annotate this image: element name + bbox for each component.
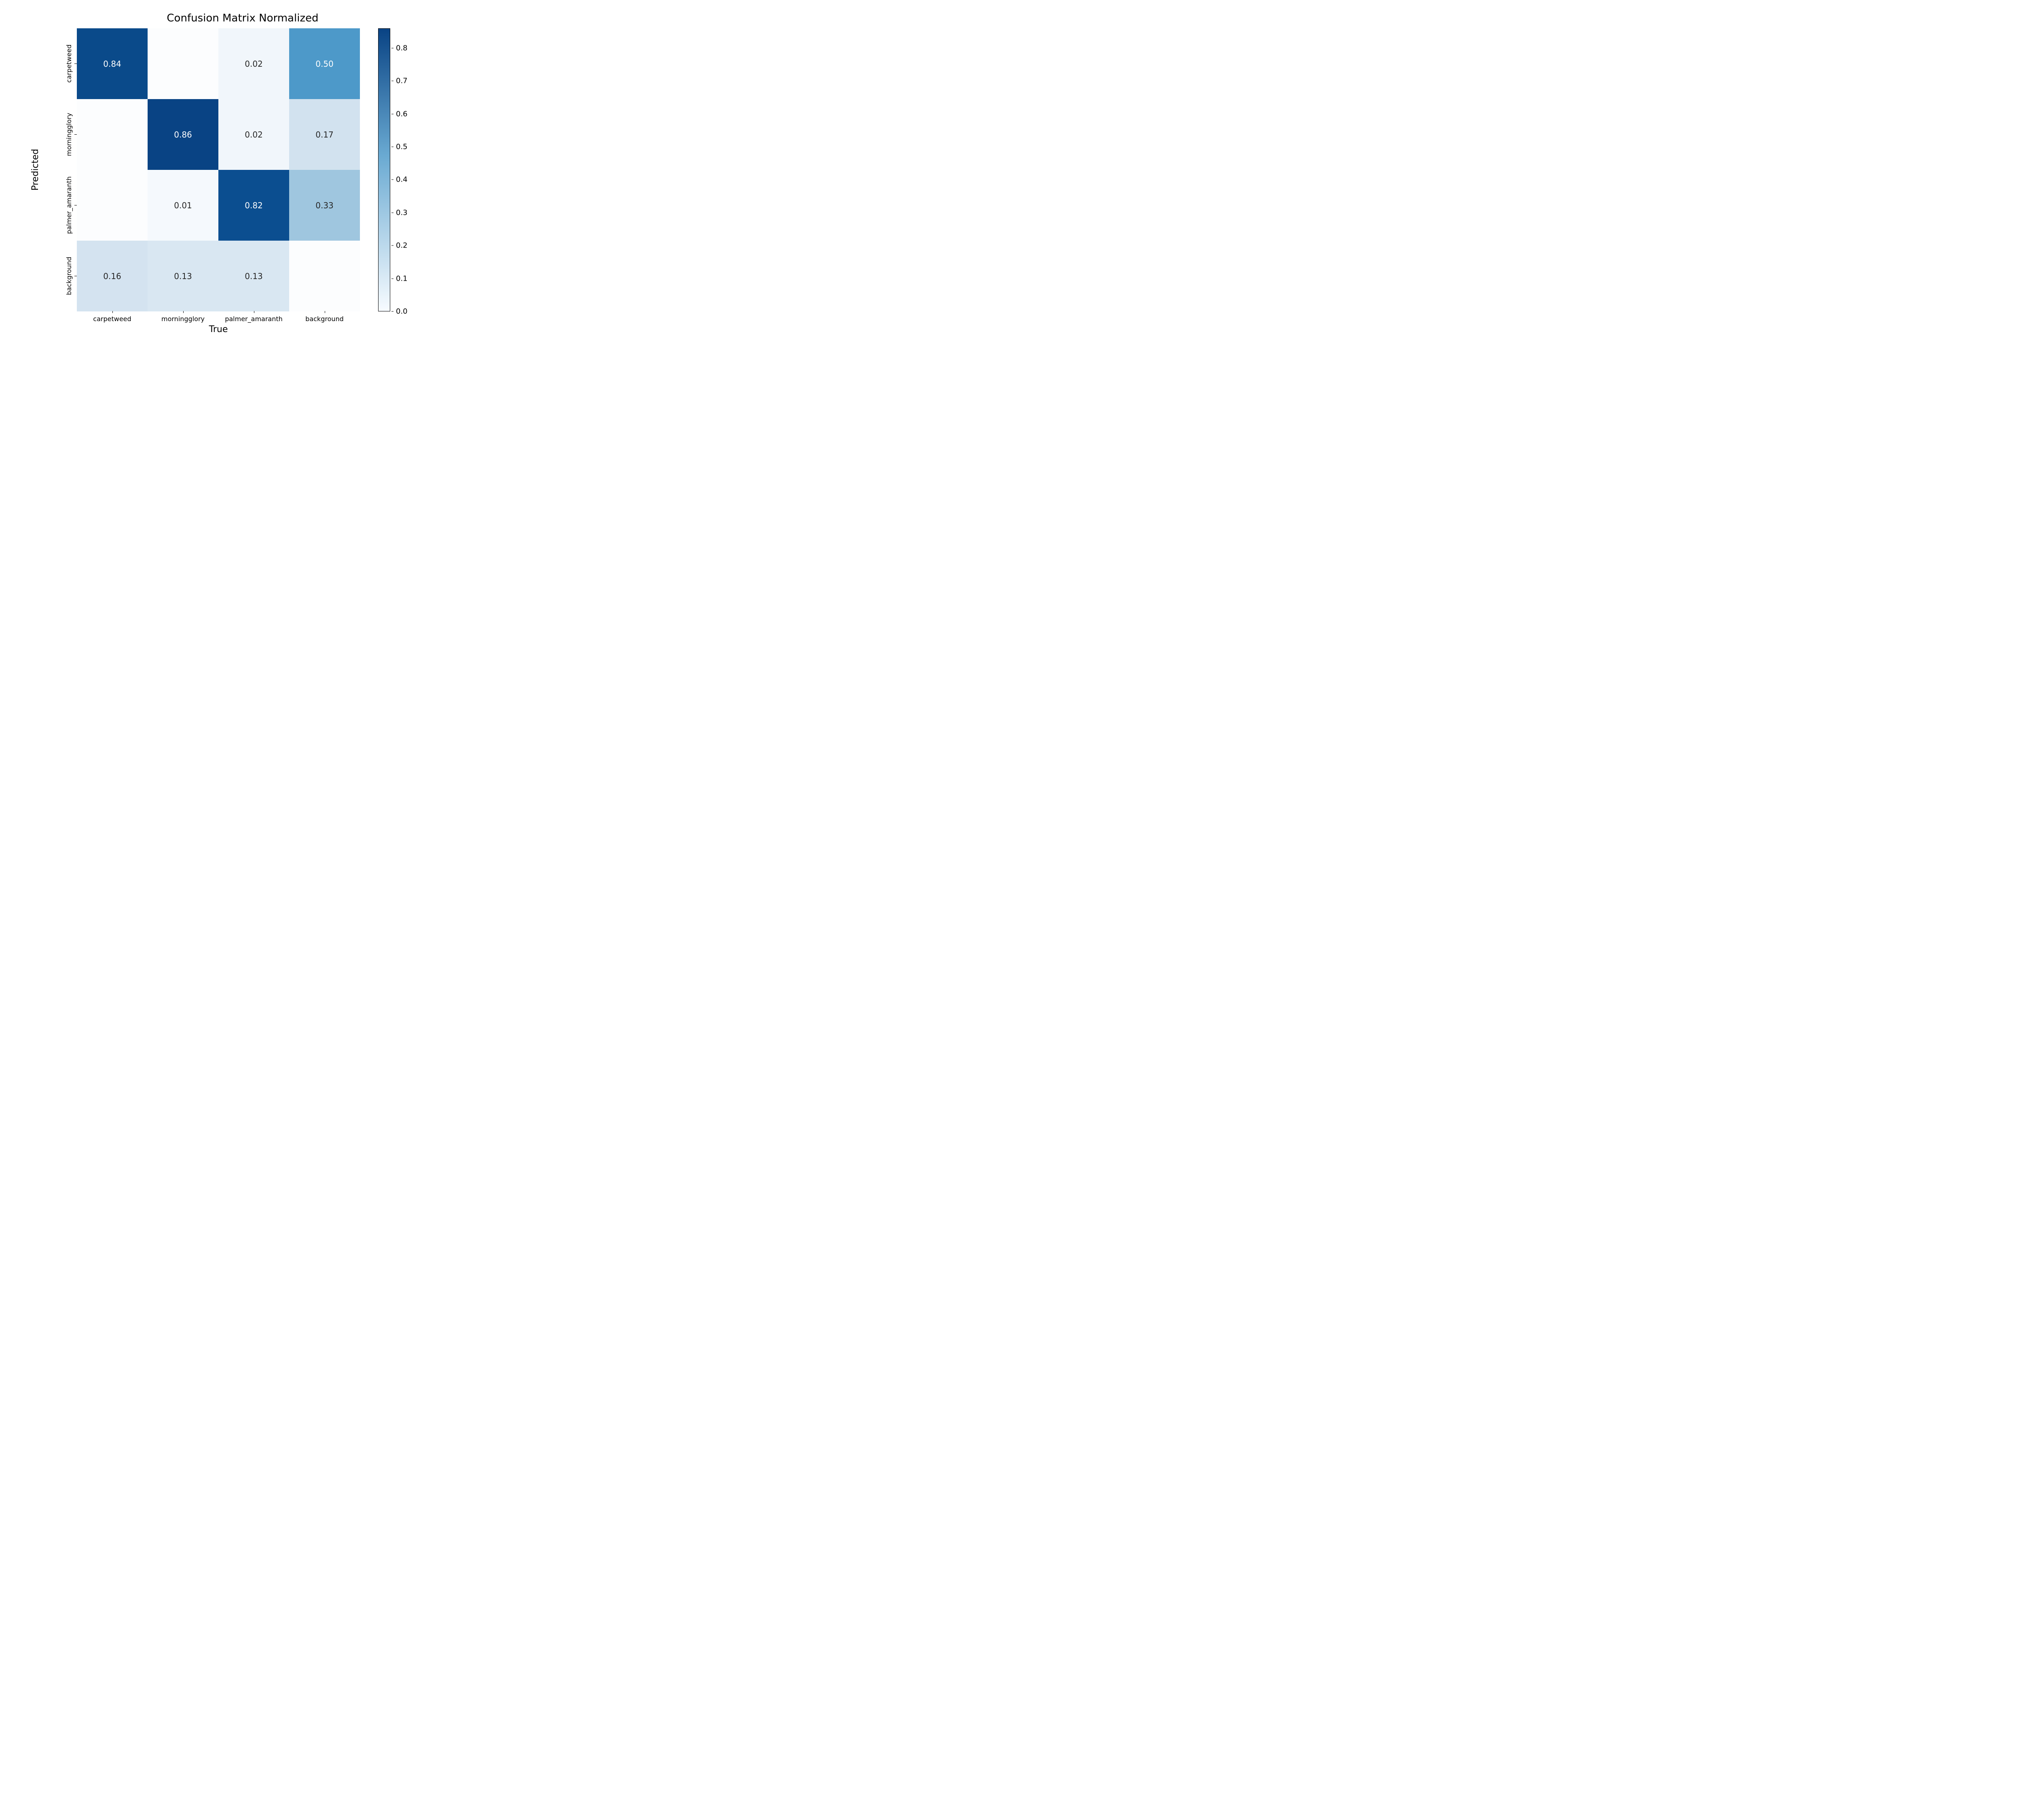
y-tick-label: background bbox=[49, 241, 73, 311]
colorbar-ticks: 0.00.10.20.30.40.50.60.70.8 bbox=[391, 28, 416, 311]
colorbar-gradient bbox=[379, 29, 390, 311]
colorbar-tick-label: 0.5 bbox=[396, 143, 408, 151]
y-tick-label: palmer_amaranth bbox=[49, 170, 73, 241]
x-tick-labels: carpetweed morningglory palmer_amaranth … bbox=[77, 313, 360, 323]
y-tick-labels: carpetweed morningglory palmer_amaranth … bbox=[49, 28, 73, 311]
colorbar-tick: 0.0 bbox=[391, 307, 408, 316]
y-axis-title: Predicted bbox=[30, 28, 40, 311]
colorbar-tick-label: 0.6 bbox=[396, 110, 408, 118]
heatmap-cell: 0.01 bbox=[148, 170, 218, 241]
heatmap-cell: 0.33 bbox=[289, 170, 360, 241]
colorbar-tick: 0.3 bbox=[391, 208, 408, 217]
colorbar-tick: 0.5 bbox=[391, 143, 408, 151]
colorbar-tick: 0.2 bbox=[391, 241, 408, 250]
x-axis-title: True bbox=[77, 324, 360, 334]
colorbar-tick-label: 0.3 bbox=[396, 208, 408, 217]
heatmap-cell: 0.84 bbox=[77, 28, 148, 99]
heatmap-cell: 0.16 bbox=[77, 241, 148, 311]
heatmap-cell: 0.13 bbox=[218, 241, 289, 311]
x-tick-label: morningglory bbox=[148, 313, 218, 323]
heatmap-grid: 0.84 0.020.50 0.860.020.17 0.010.820.33 0.16… bbox=[77, 28, 360, 311]
heatmap-cell: 0.86 bbox=[148, 99, 218, 170]
heatmap-cell bbox=[289, 241, 360, 311]
heatmap-cell bbox=[148, 28, 218, 99]
y-tick-label: morningglory bbox=[49, 99, 73, 170]
colorbar-tick-label: 0.8 bbox=[396, 44, 408, 52]
x-tick-mark bbox=[183, 311, 184, 313]
colorbar-tick: 0.8 bbox=[391, 44, 408, 52]
colorbar-tick-label: 0.4 bbox=[396, 176, 408, 184]
y-tick-label: carpetweed bbox=[49, 28, 73, 99]
heatmap-cell: 0.82 bbox=[218, 170, 289, 241]
heatmap-cell bbox=[77, 170, 148, 241]
colorbar-tick: 0.7 bbox=[391, 77, 408, 85]
colorbar-tick-mark bbox=[391, 278, 393, 279]
colorbar bbox=[378, 28, 390, 311]
colorbar-tick-mark bbox=[391, 212, 393, 213]
confusion-matrix-figure: Confusion Matrix Normalized Predicted ca… bbox=[0, 0, 485, 364]
colorbar-tick-mark bbox=[391, 311, 393, 312]
heatmap-cell: 0.02 bbox=[218, 99, 289, 170]
heatmap-cell: 0.13 bbox=[148, 241, 218, 311]
heatmap-cell bbox=[77, 99, 148, 170]
colorbar-tick: 0.4 bbox=[391, 176, 408, 184]
heatmap-cell: 0.02 bbox=[218, 28, 289, 99]
x-tick-mark bbox=[112, 311, 113, 313]
heatmap-cell: 0.50 bbox=[289, 28, 360, 99]
colorbar-tick-label: 0.0 bbox=[396, 307, 408, 316]
x-tick-label: background bbox=[289, 313, 360, 323]
colorbar-tick-label: 0.1 bbox=[396, 274, 408, 283]
x-tick-label: carpetweed bbox=[77, 313, 148, 323]
colorbar-tick-mark bbox=[391, 245, 393, 246]
x-tick-label: palmer_amaranth bbox=[218, 313, 289, 323]
colorbar-tick-label: 0.2 bbox=[396, 241, 408, 250]
colorbar-tick-label: 0.7 bbox=[396, 77, 408, 85]
colorbar-tick: 0.1 bbox=[391, 274, 408, 283]
heatmap-cell: 0.17 bbox=[289, 99, 360, 170]
colorbar-tick: 0.6 bbox=[391, 110, 408, 118]
chart-title: Confusion Matrix Normalized bbox=[0, 12, 485, 24]
